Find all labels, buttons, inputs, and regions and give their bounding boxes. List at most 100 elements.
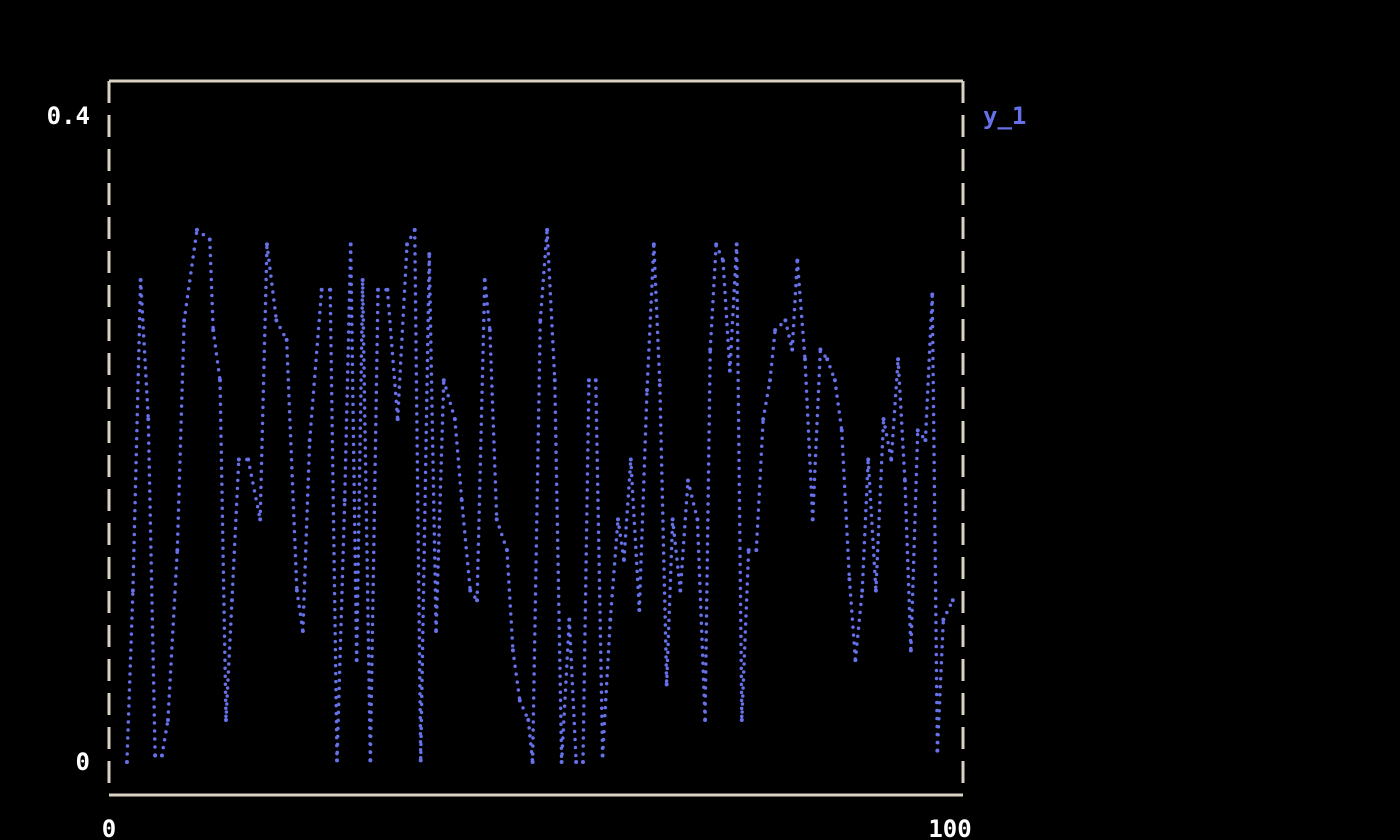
line-segment [645, 242, 656, 392]
data-point [664, 682, 669, 687]
data-point [670, 517, 675, 522]
data-point [818, 347, 823, 352]
data-point [908, 648, 913, 653]
line-segment [360, 278, 373, 763]
line-segment [637, 388, 649, 612]
line-segment [896, 357, 907, 483]
data-point [678, 588, 683, 593]
data-point [376, 287, 381, 292]
data-point [434, 628, 439, 633]
line-segment [434, 378, 446, 633]
data-point [538, 318, 543, 323]
line-segment [453, 417, 464, 502]
data-point [526, 717, 531, 722]
data-point [651, 242, 656, 247]
line-segment [761, 378, 772, 421]
data-point [223, 717, 228, 722]
line-segment [211, 328, 222, 383]
data-point [923, 438, 928, 443]
data-point [482, 277, 487, 282]
line-segment [553, 378, 564, 764]
data-point [153, 753, 158, 758]
line-segment [923, 292, 935, 442]
data-point [146, 417, 151, 422]
data-point [294, 588, 299, 593]
line-segment [889, 357, 900, 462]
data-point [810, 517, 815, 522]
line-segment [494, 517, 509, 552]
data-point [138, 277, 143, 282]
line-segment [567, 617, 578, 764]
legend-entry-y_1: y_1 [983, 102, 1026, 130]
data-point [767, 378, 772, 383]
series-y_1 [124, 227, 955, 764]
data-point [284, 337, 289, 342]
line-segment [810, 347, 823, 522]
data-point [873, 588, 878, 593]
line-segment [368, 287, 380, 763]
data-point [182, 318, 187, 323]
line-segment [348, 242, 359, 662]
data-point [475, 598, 480, 603]
line-segment [412, 228, 423, 763]
data-point [825, 357, 830, 362]
data-point [405, 242, 410, 247]
line-segment [160, 718, 170, 758]
line-segment [909, 428, 920, 653]
data-point [950, 598, 955, 603]
line-segment [459, 498, 472, 593]
y-tick-label-max: 0.4 [47, 102, 90, 130]
data-point [847, 577, 852, 582]
plot-frame [107, 79, 965, 797]
data-point [615, 517, 620, 522]
line-segment [622, 457, 633, 562]
data-point [175, 548, 180, 553]
data-point [165, 717, 170, 722]
line-segment [652, 242, 662, 387]
data-point [686, 478, 691, 483]
data-point [517, 698, 522, 703]
data-point [159, 753, 164, 758]
data-point [441, 378, 446, 383]
line-segment [230, 457, 241, 602]
data-point [218, 378, 223, 383]
data-point [628, 457, 633, 462]
line-segment [307, 287, 324, 442]
data-point [504, 548, 509, 553]
data-point [194, 227, 199, 232]
data-point [714, 242, 719, 247]
line-segment [728, 242, 739, 373]
data-point [452, 417, 457, 422]
line-segment [600, 617, 613, 758]
data-point [790, 347, 795, 352]
data-point [621, 557, 626, 562]
line-segment [594, 378, 605, 758]
line-segment [195, 228, 212, 242]
line-segment [418, 252, 431, 763]
line-segment [342, 242, 353, 502]
line-segment [284, 338, 299, 593]
data-point [395, 417, 400, 422]
line-segment [795, 258, 807, 361]
data-point [593, 378, 598, 383]
data-point [832, 378, 837, 383]
data-point [708, 347, 713, 352]
line-segment [526, 718, 535, 764]
data-point [727, 368, 732, 373]
data-point [385, 287, 390, 292]
data-point [773, 328, 778, 333]
data-point [258, 517, 263, 522]
data-point [567, 617, 572, 622]
data-point [586, 378, 591, 383]
line-segment [783, 318, 794, 352]
data-point [274, 318, 279, 323]
data-point [264, 242, 269, 247]
data-point [211, 328, 216, 333]
line-segment [385, 287, 400, 421]
line-segment [678, 478, 690, 593]
line-segment [224, 598, 234, 722]
line-segment [740, 548, 751, 722]
line-segment [714, 242, 725, 263]
data-point [130, 588, 135, 593]
